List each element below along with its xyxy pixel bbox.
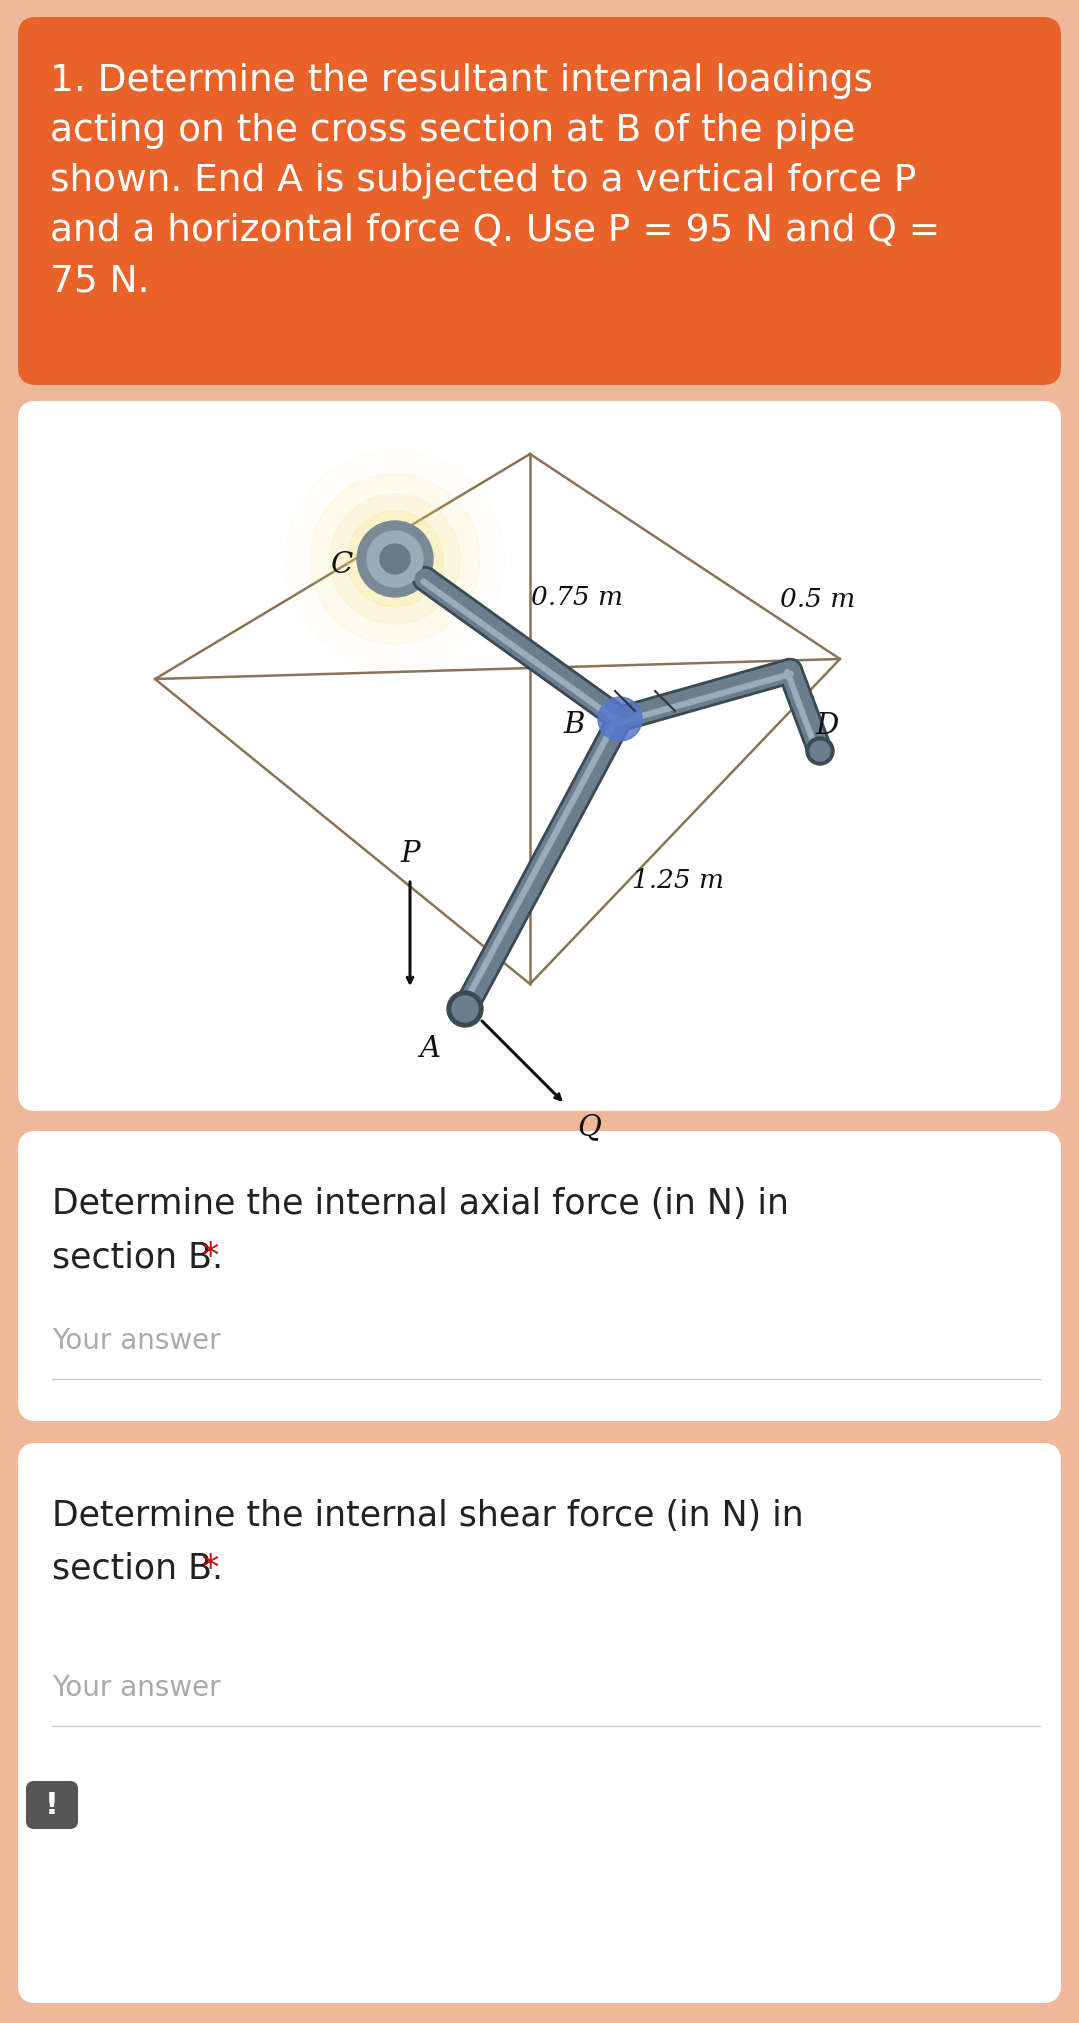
Text: C: C [331,550,353,579]
Text: Determine the internal shear force (in N) in: Determine the internal shear force (in N… [52,1499,804,1531]
Text: Your answer: Your answer [52,1327,220,1353]
Text: *: * [202,1552,219,1586]
Text: !: ! [45,1790,59,1819]
Circle shape [310,475,480,645]
Circle shape [598,698,642,742]
Circle shape [363,528,427,591]
Text: 0.5 m: 0.5 m [780,587,856,611]
FancyBboxPatch shape [18,1442,1061,2003]
Text: Your answer: Your answer [52,1673,220,1701]
Text: 0.75 m: 0.75 m [531,585,623,609]
FancyBboxPatch shape [26,1780,78,1829]
Text: A: A [419,1034,440,1062]
Text: 1.25 m: 1.25 m [632,868,724,892]
Text: section B.: section B. [52,1240,234,1272]
Text: Determine the internal axial force (in N) in: Determine the internal axial force (in N… [52,1185,789,1220]
FancyBboxPatch shape [18,403,1061,1111]
FancyBboxPatch shape [18,1131,1061,1422]
Text: Q: Q [577,1113,601,1141]
Text: section B.: section B. [52,1552,234,1586]
Circle shape [452,997,478,1022]
Text: D: D [815,712,838,740]
Text: 1. Determine the resultant internal loadings
acting on the cross section at B of: 1. Determine the resultant internal load… [50,63,940,299]
Circle shape [347,512,443,607]
Circle shape [377,542,413,579]
Circle shape [806,738,834,765]
Text: *: * [202,1240,219,1272]
Text: P: P [400,840,420,868]
Text: B: B [563,710,585,738]
Circle shape [380,544,410,575]
Circle shape [367,532,423,589]
FancyBboxPatch shape [18,18,1061,386]
Circle shape [447,991,483,1028]
Circle shape [330,496,460,625]
Circle shape [810,742,830,761]
Circle shape [357,522,433,597]
